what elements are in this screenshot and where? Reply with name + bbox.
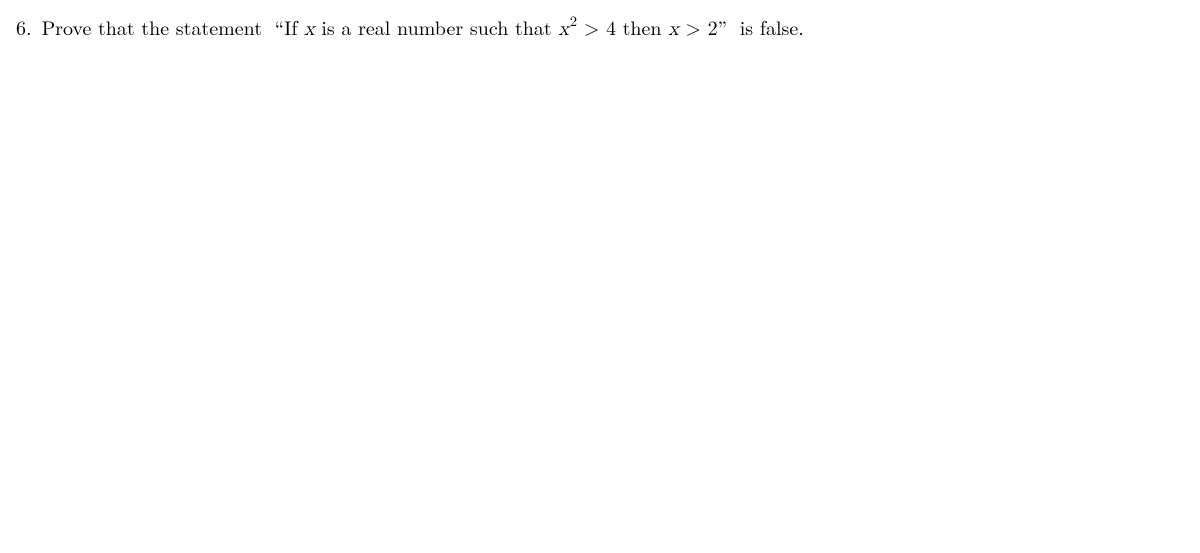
text-suffix: is false.: [740, 12, 804, 41]
text-mid: is a real number such that: [315, 12, 559, 41]
problem-number: 6.: [16, 12, 32, 42]
problem-item: 6. Prove that the statement “If x is a r…: [16, 12, 1184, 44]
math-exponent: 2: [570, 11, 577, 31]
text-prefix: Prove that the statement: [42, 12, 262, 41]
math-inequality: > 4 then: [577, 12, 668, 41]
problem-statement: Prove that the statement “If x is a real…: [42, 12, 1184, 44]
math-variable-x: x: [558, 19, 569, 39]
math-variable-x: x: [668, 19, 679, 39]
quote-open: “If: [275, 12, 304, 41]
math-inequality-close: > 2”: [679, 12, 727, 41]
math-variable-x: x: [304, 19, 315, 39]
